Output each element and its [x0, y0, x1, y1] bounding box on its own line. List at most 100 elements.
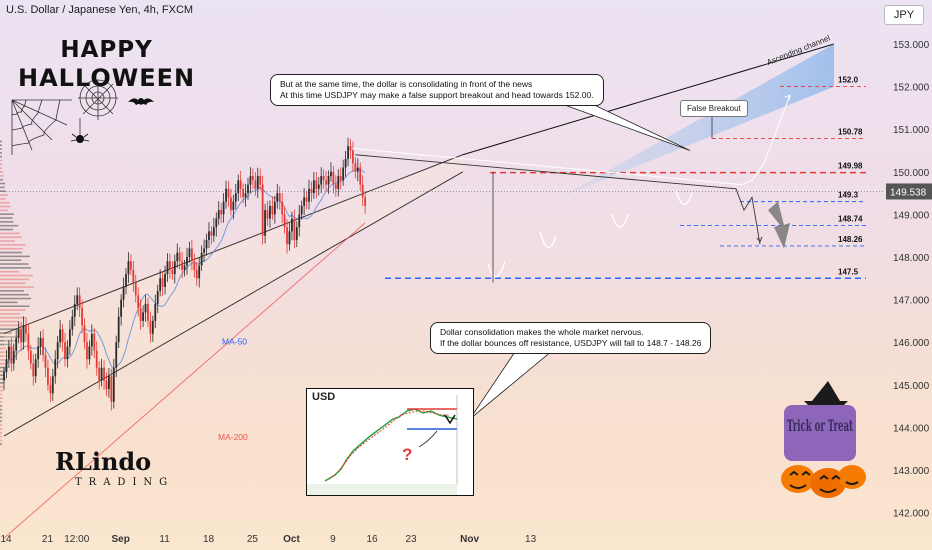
- forecast-up-arrowhead: [784, 94, 791, 101]
- candle-body: [161, 278, 164, 287]
- level-label: 148.26: [838, 235, 863, 244]
- candle-body: [200, 252, 203, 266]
- candle-body: [210, 231, 213, 236]
- candle-body: [86, 342, 88, 360]
- candle-body: [56, 342, 59, 360]
- candle-body: [308, 188, 310, 202]
- time-tick-label: 18: [203, 534, 215, 545]
- candle-body: [251, 176, 254, 181]
- rlindo-trading-logo: RLindo TRADING: [55, 447, 175, 488]
- candle-body: [95, 350, 98, 368]
- candle-body: [286, 227, 288, 245]
- candle-body: [315, 180, 318, 189]
- candle-body: [173, 261, 176, 275]
- candle-body: [305, 197, 308, 202]
- candle-body: [198, 265, 201, 279]
- channel-lower-line: [3, 171, 463, 437]
- candle-body: [354, 163, 357, 172]
- candle-body: [15, 337, 18, 351]
- level-label: 150.78: [838, 128, 863, 137]
- candle-body: [166, 261, 169, 275]
- candle-body: [171, 269, 174, 275]
- candle-body: [188, 248, 191, 257]
- candle-body: [32, 363, 35, 377]
- candle-body: [334, 184, 337, 189]
- time-tick-label: 14: [0, 534, 12, 545]
- candle-body: [361, 184, 364, 198]
- candle-body: [356, 167, 359, 172]
- chart-title: U.S. Dollar / Japanese Yen, 4h, FXCM: [6, 4, 194, 16]
- candle-body: [66, 346, 69, 360]
- bubble-bottom-pointer: [469, 343, 562, 420]
- candle-body: [261, 184, 264, 236]
- channel-target-zone: [560, 44, 834, 198]
- time-tick-label: Oct: [283, 534, 300, 545]
- annotation-bubble-top: But at the same time, the dollar is cons…: [270, 74, 604, 106]
- candle-body: [300, 205, 303, 215]
- candle-body: [29, 350, 32, 364]
- price-tick-label: 149.000: [893, 210, 930, 221]
- candle-body: [151, 320, 154, 334]
- candle-body: [344, 159, 347, 168]
- candle-body: [349, 146, 352, 151]
- channel-fill: [4, 154, 463, 436]
- candle-body: [298, 214, 301, 228]
- candle-body: [117, 316, 120, 343]
- candle-body: [129, 261, 132, 270]
- candle-body: [332, 171, 335, 185]
- candle-body: [68, 329, 71, 347]
- candle-body: [230, 197, 232, 211]
- price-axis[interactable]: 149.538 142.000 143.000 144.000 145.000 146.0…: [886, 40, 932, 520]
- candle-body: [164, 274, 166, 287]
- candle-body: [278, 193, 281, 202]
- ma-200-label: MA-200: [218, 432, 248, 442]
- level-label: 149.3: [838, 191, 859, 200]
- candle-body: [178, 252, 181, 262]
- candle-body: [149, 320, 152, 334]
- candle-body: [330, 171, 332, 177]
- candle-body: [122, 286, 125, 300]
- candle-body: [225, 188, 227, 202]
- candle-body: [232, 201, 235, 211]
- candle-body: [176, 252, 179, 262]
- candle-body: [212, 227, 215, 236]
- candle-body: [20, 329, 22, 343]
- trick-or-treat-pumpkins: Trick or Treat: [781, 381, 866, 498]
- candle-body: [327, 176, 330, 185]
- svg-text:Trick or Treat: Trick or Treat: [787, 416, 853, 435]
- candle-body: [183, 265, 186, 270]
- candle-body: [139, 308, 142, 321]
- bat-icon: [128, 98, 154, 105]
- forecast-down-arrowhead: [756, 236, 763, 243]
- currency-selector[interactable]: JPY: [884, 5, 924, 25]
- candle-body: [242, 188, 245, 198]
- halloween-logo: HAPPY HALLOWEEN: [18, 37, 196, 92]
- candle-body: [142, 312, 144, 321]
- candle-body: [37, 346, 40, 360]
- candle-body: [7, 346, 10, 360]
- candle-body: [169, 261, 171, 270]
- candle-body: [59, 329, 62, 343]
- candle-body: [25, 325, 27, 334]
- candle-body: [271, 205, 274, 215]
- candle-body: [44, 354, 47, 368]
- candle-body: [73, 303, 76, 317]
- channel-extension-line: [462, 43, 835, 156]
- candle-body: [364, 197, 367, 206]
- price-tick-label: 152.000: [893, 83, 930, 94]
- candle-body: [5, 359, 8, 373]
- candle-body: [203, 248, 205, 253]
- candle-body: [51, 376, 54, 394]
- candle-body: [132, 269, 135, 283]
- volume-profile: [0, 140, 34, 446]
- forecast-up-path: [352, 94, 791, 186]
- candle-body: [10, 346, 13, 364]
- candle-body: [266, 210, 269, 219]
- candle-body: [115, 342, 118, 368]
- candle-body: [264, 210, 266, 236]
- candle-body: [61, 329, 64, 343]
- forecast-gray-arrow: [768, 201, 790, 249]
- time-axis[interactable]: 14 21 12:00 Sep 11 18 25 Oct 9 16 23 Nov 13: [0, 534, 536, 545]
- candle-body: [254, 180, 257, 189]
